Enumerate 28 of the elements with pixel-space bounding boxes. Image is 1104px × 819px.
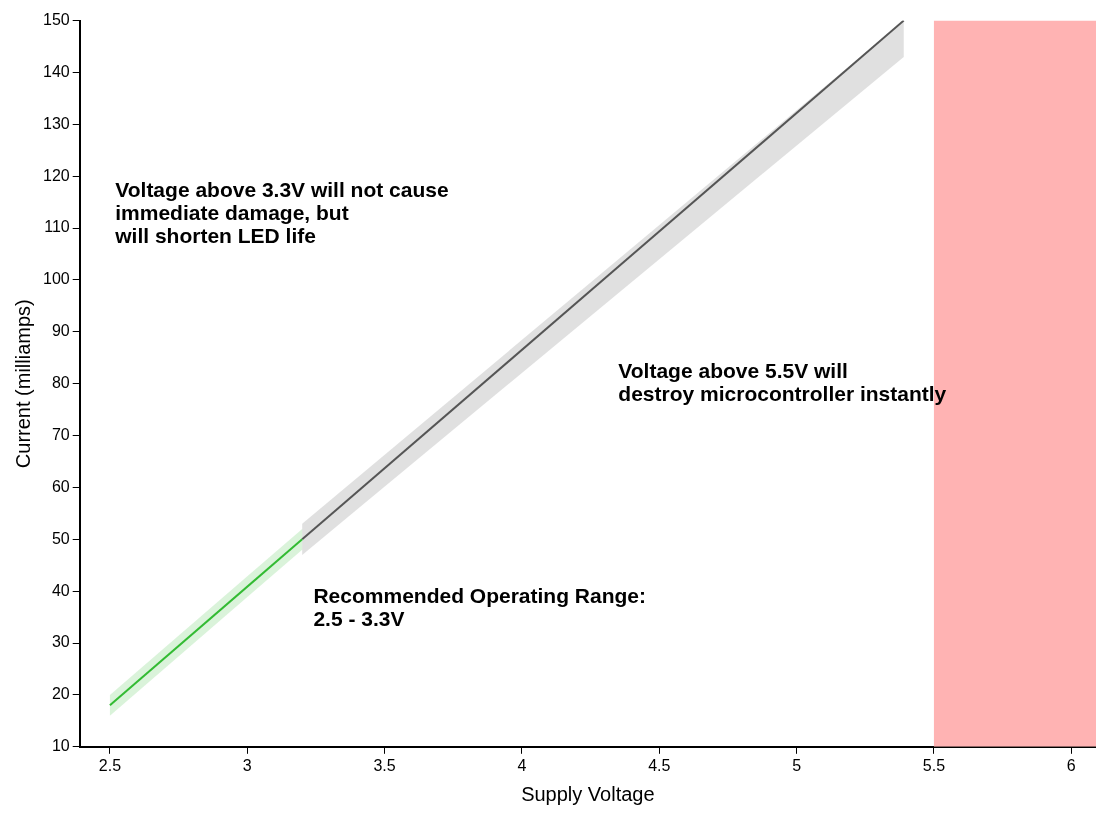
x-tick-label: 4 — [517, 756, 527, 774]
y-tick-label: 80 — [51, 374, 70, 392]
y-tick-label: 60 — [51, 477, 70, 495]
x-tick-label: 4.5 — [648, 756, 671, 774]
y-tick-label: 50 — [51, 529, 70, 547]
y-tick-label: 120 — [42, 166, 70, 184]
y-tick-label: 30 — [51, 633, 70, 651]
y-tick-label: 90 — [51, 322, 70, 340]
y-tick-label: 140 — [42, 62, 70, 80]
y-tick-label: 10 — [51, 737, 70, 755]
y-tick-label: 130 — [42, 114, 70, 132]
annotation: Voltage above 3.3V will not cause immediate damage, but will shorten LED life — [114, 177, 449, 247]
y-tick-label: 40 — [51, 581, 70, 599]
y-tick-label: 110 — [44, 218, 70, 236]
x-tick-label: 3 — [242, 756, 252, 774]
x-tick-label: 2.5 — [98, 756, 122, 774]
x-tick-label: 5.5 — [922, 756, 946, 774]
annotation: Recommended Operating Range: 2.5 - 3.3V — [313, 584, 647, 631]
y-tick-label: 20 — [51, 685, 70, 703]
y-axis-title: Current (milliamps) — [11, 299, 34, 469]
x-tick-label: 3.5 — [373, 756, 396, 774]
y-tick-label: 70 — [51, 425, 70, 443]
x-axis-title: Supply Voltage — [521, 782, 655, 805]
x-tick-label: 6 — [1066, 756, 1076, 774]
y-tick-label: 150 — [42, 11, 70, 29]
y-tick-label: 100 — [42, 270, 70, 288]
annotation: Voltage above 5.5V will destroy microcontroller instantly — [618, 359, 947, 406]
x-tick-label: 5 — [792, 756, 802, 774]
